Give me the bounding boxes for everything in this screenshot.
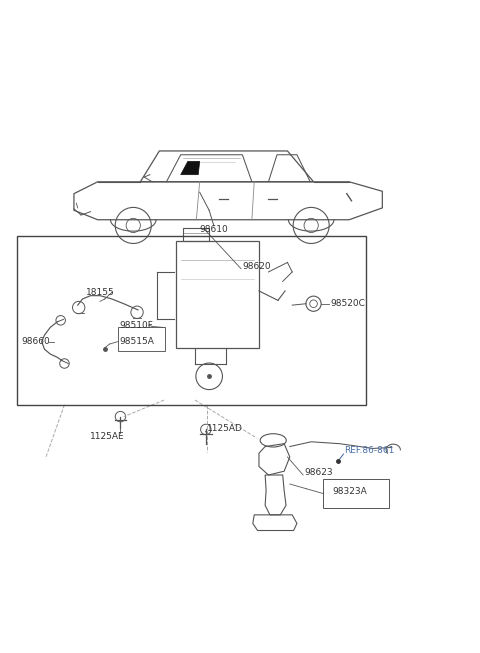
- Text: 18155: 18155: [86, 288, 115, 297]
- Text: 98323A: 98323A: [333, 487, 367, 496]
- Bar: [176, 241, 259, 348]
- Text: 1125AE: 1125AE: [90, 432, 124, 441]
- Bar: [323, 479, 389, 508]
- Text: 1125AD: 1125AD: [207, 424, 243, 433]
- Text: 98515A: 98515A: [119, 337, 154, 346]
- Bar: [17, 236, 366, 405]
- Text: 98620: 98620: [242, 262, 271, 271]
- Polygon shape: [180, 161, 200, 175]
- Bar: [183, 228, 209, 241]
- Text: 98510F: 98510F: [119, 321, 153, 330]
- Text: 98610: 98610: [200, 225, 228, 234]
- Text: REF.86-861: REF.86-861: [344, 446, 395, 455]
- Text: 98623: 98623: [304, 468, 333, 477]
- Bar: [118, 326, 165, 351]
- Text: 98660: 98660: [22, 337, 50, 346]
- Text: 98520C: 98520C: [330, 299, 365, 308]
